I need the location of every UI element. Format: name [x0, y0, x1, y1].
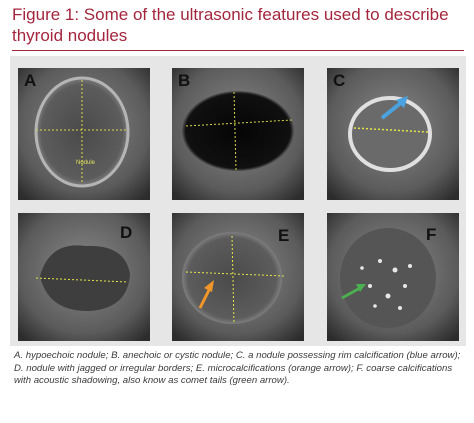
image-a: A Nodule	[18, 68, 150, 200]
panel-label: F	[426, 225, 436, 244]
panel-label: A	[24, 71, 36, 90]
title-rule	[12, 50, 464, 51]
figure-caption: A. hypoechoic nodule; B. anechoic or cys…	[14, 350, 461, 387]
panel-label: D	[120, 223, 132, 242]
image-e: E	[172, 213, 304, 341]
image-d: D	[18, 213, 150, 341]
image-c: C	[327, 68, 459, 200]
panel-label: B	[178, 71, 190, 90]
image-b: B	[172, 68, 304, 200]
annotation: Nodule	[76, 160, 96, 166]
image-f: F	[327, 213, 459, 341]
panel-label: C	[333, 71, 345, 90]
figure-title: Figure 1: Some of the ultrasonic feature…	[12, 5, 449, 45]
panel-label: E	[278, 226, 289, 245]
figure-panel: A Nodule B C D	[10, 56, 466, 346]
